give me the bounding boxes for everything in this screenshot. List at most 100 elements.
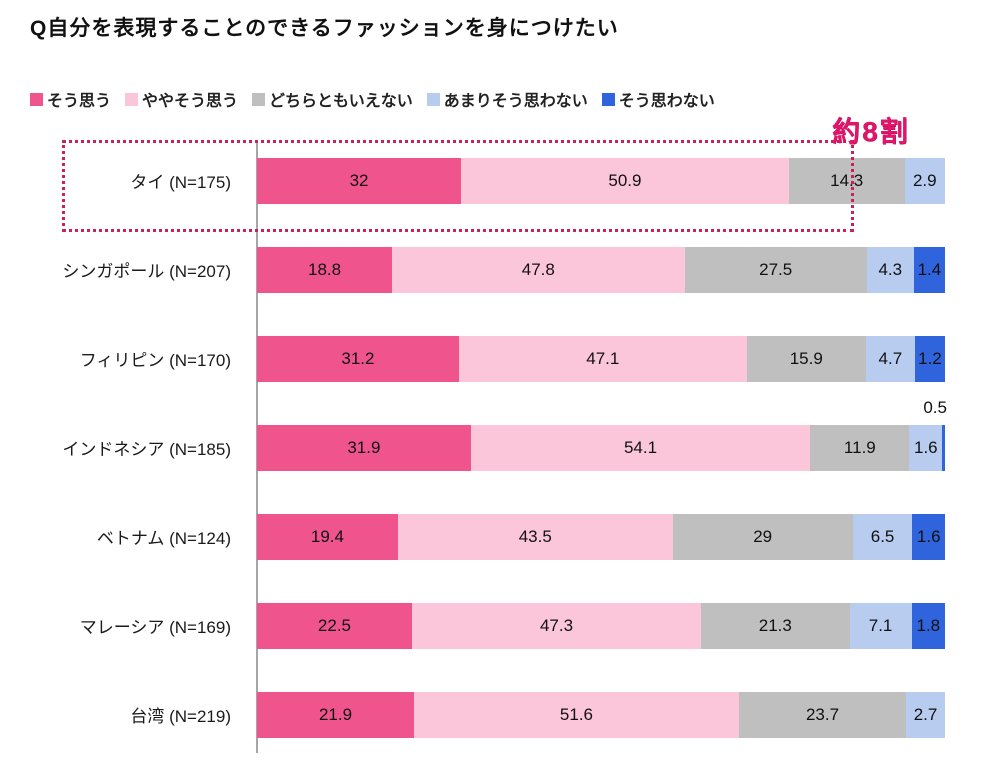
- segment-value-label: 31.2: [341, 348, 375, 368]
- category-label: ベトナム (N=124): [96, 529, 231, 548]
- bar-segment: 1.4: [913, 246, 945, 293]
- bar-segment: 51.6: [413, 691, 739, 738]
- bar-segment: 2.9: [904, 157, 945, 204]
- legend-item: あまりそう思わない: [426, 87, 588, 111]
- segment-value-label: 54.1: [623, 437, 658, 457]
- segment-value-label: 15.9: [789, 348, 823, 368]
- segment-value-label: 29: [753, 526, 773, 546]
- bar-segment: 15.9: [746, 335, 866, 382]
- stacked-bar: 31.2 47.1 15.9 4.7 1.2: [257, 335, 945, 382]
- bar-row: シンガポール (N=207) 18.8 47.8 27.5 4.3 1.4: [0, 225, 982, 314]
- bar-segment: 14.3: [788, 157, 905, 204]
- segment-value-label: 32: [349, 170, 369, 190]
- segment-value-label: 1.6: [916, 526, 941, 546]
- legend-item-label: そう思わない: [618, 93, 715, 110]
- stacked-bar: 19.4 43.5 29 6.5 1.6: [257, 513, 945, 560]
- chart-title: Q自分を表現することのできるファッションを身につけたい: [30, 17, 619, 40]
- segment-value-label: 4.3: [878, 259, 903, 279]
- stacked-bar: 31.9 54.1 11.9 1.6 0.5: [257, 398, 947, 471]
- bar-row: マレーシア (N=169) 22.5 47.3 21.3 7.1 1.8: [0, 581, 982, 670]
- bar-segment: 43.5: [397, 513, 673, 560]
- bar-segment: 2.7: [906, 691, 945, 738]
- segment-value-label: 1.6: [913, 437, 938, 457]
- segment-value-label: 1.8: [916, 615, 941, 635]
- bar-segment: 11.9: [810, 424, 910, 471]
- category-label: フィリピン (N=170): [79, 351, 231, 370]
- bar-segment: 4.3: [866, 246, 914, 293]
- bar-segment: 54.1: [470, 424, 811, 471]
- bar-segment: 47.8: [392, 246, 685, 293]
- bar-segment: 1.2: [914, 335, 945, 382]
- segment-value-label: 19.4: [310, 526, 344, 546]
- bar-segment: 1.6: [912, 513, 945, 560]
- segment-value-label: 7.1: [868, 615, 893, 635]
- bar-segment: 0.5: [923, 398, 947, 471]
- legend-swatch-icon: [30, 92, 43, 106]
- segment-value-label: 2.7: [913, 704, 938, 724]
- segment-value-label: 22.5: [317, 615, 351, 635]
- bar-segment: 22.5: [257, 602, 412, 649]
- segment-value-label: 14.3: [830, 170, 864, 190]
- segment-value-label: 4.7: [878, 348, 903, 368]
- legend-item: ややそう思う: [125, 87, 238, 111]
- bar-segment: 19.4: [257, 513, 398, 560]
- bar-segment: 4.7: [865, 335, 915, 382]
- bar-segment: 7.1: [849, 602, 912, 649]
- bar-segment: 50.9: [461, 157, 789, 204]
- legend-item-label: あまりそう思わない: [443, 93, 588, 110]
- bar-segment: 27.5: [684, 246, 867, 293]
- bar-segment: 18.8: [257, 246, 393, 293]
- bar-row: 台湾 (N=219) 21.9 51.6 23.7 2.7: [0, 670, 982, 759]
- legend-swatch-icon: [125, 92, 139, 106]
- legend-item: どちらともいえない: [252, 87, 413, 111]
- segment-value-label: 43.5: [518, 526, 552, 546]
- bar-segment: 23.7: [738, 691, 907, 738]
- stacked-bar: 32 50.9 14.3 2.9: [257, 157, 945, 204]
- bar-row: タイ (N=175) 32 50.9 14.3 2.9: [0, 136, 982, 225]
- segment-value-label: 1.4: [917, 259, 942, 279]
- category-label: インドネシア (N=185): [62, 440, 231, 459]
- segment-value-label: 47.1: [586, 348, 620, 368]
- segment-value-label: 6.5: [870, 526, 895, 546]
- category-label: マレーシア (N=169): [79, 618, 231, 637]
- segment-value-label: 31.9: [347, 437, 381, 457]
- bar-segment: 1.8: [911, 602, 945, 649]
- bar-row: ベトナム (N=124) 19.4 43.5 29 6.5 1.6: [0, 492, 982, 581]
- bar-segment: 29: [672, 513, 853, 560]
- bar-row: インドネシア (N=185) 31.9 54.1 11.9 1.6 0.5: [0, 398, 982, 492]
- legend-item-label: ややそう思う: [142, 93, 239, 110]
- bar-segment: 47.1: [458, 335, 747, 382]
- legend: そう思う ややそう思う どちらともいえない あまりそう思わない そう思わない: [30, 88, 982, 110]
- legend-item-label: どちらともいえない: [269, 93, 413, 110]
- bar-segment: 1.6: [909, 424, 943, 471]
- legend-swatch-icon: [601, 92, 615, 106]
- legend-item-label: そう思う: [47, 93, 112, 110]
- segment-value-label: 1.2: [918, 348, 942, 368]
- category-label: 台湾 (N=219): [130, 707, 231, 726]
- stacked-bar: 22.5 47.3 21.3 7.1 1.8: [257, 602, 945, 649]
- stacked-bar: 18.8 47.8 27.5 4.3 1.4: [257, 246, 945, 293]
- legend-swatch-icon: [252, 92, 266, 106]
- annotation-label: 約8割: [832, 116, 910, 147]
- segment-value-label: 0.5: [923, 397, 947, 417]
- bar-segment: 47.3: [411, 602, 702, 649]
- segment-value-label: 21.9: [318, 704, 353, 724]
- segment-value-label: 11.9: [843, 437, 876, 457]
- stacked-bar: 21.9 51.6 23.7 2.7: [257, 691, 945, 738]
- segment-value-label: 21.3: [758, 615, 792, 635]
- segment-value-label: 27.5: [759, 259, 793, 279]
- bar-segment: 21.3: [701, 602, 850, 649]
- segment-value-label: 50.9: [608, 170, 642, 190]
- segment-value-label: 18.8: [308, 259, 342, 279]
- bar-segment: 31.9: [257, 424, 471, 471]
- bar-row: フィリピン (N=170) 31.2 47.1 15.9 4.7 1.2: [0, 314, 982, 403]
- category-label: タイ (N=175): [130, 173, 231, 192]
- bar-segment: 31.2: [257, 335, 459, 382]
- bar-segment: 32: [257, 157, 462, 204]
- category-label: シンガポール (N=207): [62, 262, 231, 281]
- segment-value-label: 47.3: [539, 615, 574, 635]
- segment-value-label: 23.7: [805, 704, 840, 724]
- segment-value-label: 51.6: [559, 704, 593, 724]
- segment-value-label: 2.9: [912, 170, 937, 190]
